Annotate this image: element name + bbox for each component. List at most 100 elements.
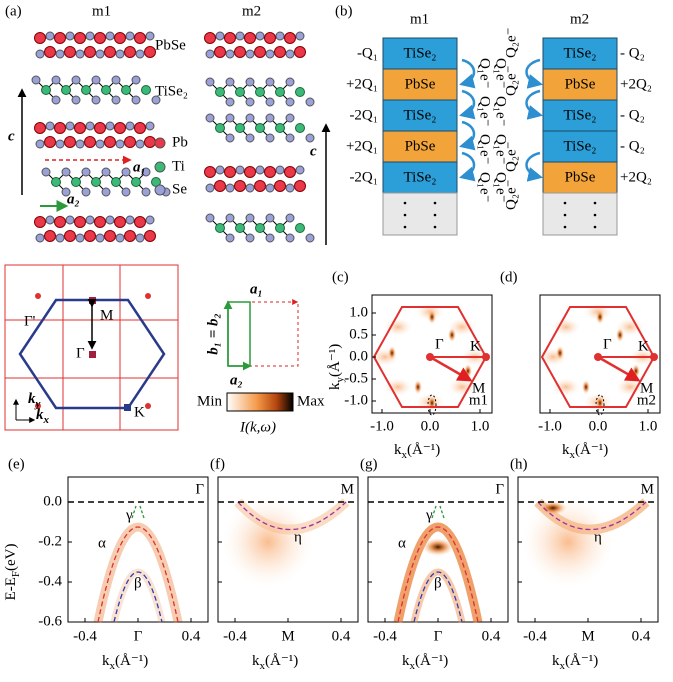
pb-atom [215, 181, 226, 192]
se-atom [46, 32, 54, 40]
dot [404, 202, 407, 205]
intensity-spot [556, 346, 564, 360]
bz-point [124, 404, 131, 411]
se-atom [266, 234, 274, 242]
substrate [383, 193, 457, 235]
transfer-arrow [462, 91, 474, 115]
intensity-spot [388, 346, 396, 360]
pb-atom [95, 33, 106, 44]
se-atom [206, 114, 214, 122]
map-tag: m2 [637, 392, 656, 408]
intensity-spot [539, 501, 567, 515]
kx-label-sub: x [43, 414, 50, 426]
se-atom [286, 78, 294, 86]
charge-label: +2Q₁ [346, 76, 378, 92]
pb-atom [35, 33, 46, 44]
se-atom [266, 50, 274, 58]
ti-atom [112, 178, 121, 187]
se-atom [146, 32, 154, 40]
se-atom [136, 50, 144, 58]
map-tag: m1 [469, 392, 488, 408]
layer-label: TiSe₂ [155, 83, 188, 99]
cell-rect [228, 302, 298, 366]
axis-c: c [310, 143, 317, 159]
se-atom [42, 168, 50, 176]
x-tick-label: M [281, 628, 294, 644]
x-axis-label-unit: (Å⁻¹) [415, 653, 448, 669]
se-atom [52, 96, 60, 104]
se-atom [266, 214, 274, 222]
charge-label: +2Q₁ [346, 138, 378, 154]
ti-atom [72, 178, 81, 187]
se-atom [286, 98, 294, 106]
block-label: TiSe₂ [563, 138, 596, 154]
panel-label: (a) [5, 3, 22, 19]
pb-atom [295, 47, 306, 58]
se-atom [126, 122, 134, 130]
x-tick-label: 0.4 [482, 628, 501, 644]
kx-label: kx [36, 407, 50, 425]
y-tick-label: -0.6 [38, 613, 62, 629]
colorbar-title: I(k,ω) [239, 419, 276, 435]
y-tick-label: -0.4 [38, 573, 62, 589]
se-atom [86, 216, 94, 224]
pb-atom [65, 47, 76, 58]
ti-atom [216, 124, 225, 133]
se-atom [56, 50, 64, 58]
pb-atom [275, 47, 286, 58]
se-atom [142, 188, 150, 196]
band-label: β [134, 575, 142, 591]
column-title: m2 [570, 11, 589, 27]
axis-c: c [8, 128, 15, 144]
charge-label: - Q₂ [620, 138, 645, 154]
pb-atom [55, 33, 66, 44]
se-atom [286, 114, 294, 122]
dot [594, 226, 597, 229]
ti-atom [236, 124, 245, 133]
vector-label: a₁ [133, 159, 146, 175]
se-atom [136, 234, 144, 242]
se-atom [286, 184, 294, 192]
y-axis-label-unit: (eV) [3, 544, 19, 571]
se-atom [76, 234, 84, 242]
ti-atom [52, 178, 61, 187]
se-atom [146, 216, 154, 224]
band-label: α [398, 535, 406, 551]
pb-atom [235, 47, 246, 58]
ti-atom [296, 224, 305, 233]
se-atom [276, 166, 284, 174]
se-atom [132, 96, 140, 104]
se-atom [216, 32, 224, 40]
se-atom [206, 184, 214, 192]
se-atom [66, 32, 74, 40]
pb-atom [45, 137, 56, 148]
pb-atom [295, 181, 306, 192]
se-atom [276, 32, 284, 40]
pb-atom [255, 47, 266, 58]
transfer-label: Q₁e⁻ [477, 134, 493, 165]
se-atom [66, 122, 74, 130]
vector-label: a₁ [250, 281, 263, 297]
dot [434, 214, 437, 217]
se-atom [52, 76, 60, 84]
se-atom [246, 234, 254, 242]
pb-atom [115, 123, 126, 134]
pb-atom [55, 123, 66, 134]
band-label: γ [125, 507, 133, 523]
x-tick-label: Γ [434, 628, 443, 644]
x-axis-label: kx(Å⁻¹) [552, 653, 598, 671]
x-tick-label: -0.4 [73, 628, 97, 644]
se-atom [106, 216, 114, 224]
se-atom [102, 188, 110, 196]
block-label: TiSe₂ [403, 45, 436, 61]
se-atom [66, 216, 74, 224]
se-atom [286, 50, 294, 58]
column-title: m2 [242, 3, 261, 19]
ti-atom [276, 88, 285, 97]
legend-marker [155, 162, 165, 172]
pb-atom [135, 217, 146, 228]
se-atom [226, 134, 234, 142]
y-tick-label: -0.2 [38, 533, 62, 549]
ti-atom [236, 88, 245, 97]
vector-label: a₂ [67, 191, 80, 207]
